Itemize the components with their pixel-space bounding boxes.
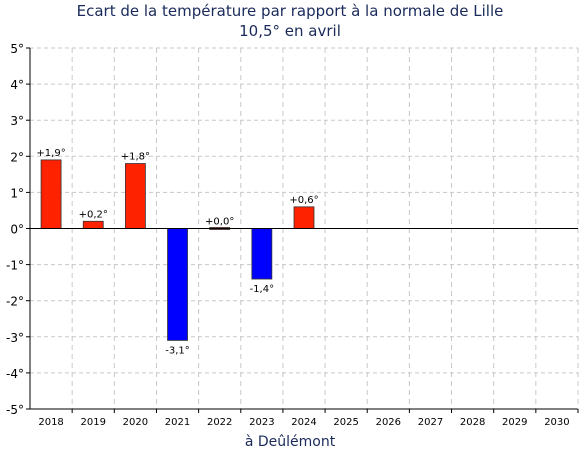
y-tick-label: 3° bbox=[10, 114, 24, 128]
x-tick-label: 2020 bbox=[123, 417, 148, 428]
y-tick-label: 5° bbox=[10, 42, 24, 56]
bar bbox=[167, 228, 188, 341]
data-label: +1,9° bbox=[36, 148, 65, 159]
x-tick-label: 2023 bbox=[249, 417, 274, 428]
data-label: +0,6° bbox=[289, 195, 318, 206]
y-tick-label: -1° bbox=[6, 259, 24, 273]
chart-subtitle: 10,5° en avril bbox=[239, 22, 341, 40]
y-tick-label: 1° bbox=[10, 186, 24, 200]
bar bbox=[40, 159, 62, 229]
y-tick-label: -3° bbox=[6, 331, 24, 345]
y-tick-label: -2° bbox=[6, 295, 24, 309]
data-label: -1,4° bbox=[250, 284, 275, 295]
data-label: -3,1° bbox=[165, 345, 190, 356]
data-label: +1,8° bbox=[121, 152, 150, 163]
x-tick-label: 2018 bbox=[38, 417, 63, 428]
bar bbox=[251, 228, 273, 280]
y-tick-label: 2° bbox=[10, 150, 24, 164]
x-tick-label: 2021 bbox=[165, 417, 190, 428]
bar bbox=[293, 206, 315, 229]
chart-title: Ecart de la température par rapport à la… bbox=[76, 2, 504, 20]
x-axis-label: à Deûlémont bbox=[244, 434, 336, 450]
y-tick-label: -5° bbox=[6, 403, 24, 417]
x-tick-label: 2028 bbox=[460, 417, 485, 428]
data-label: +0,0° bbox=[205, 217, 234, 228]
y-tick-label: 4° bbox=[10, 78, 24, 92]
x-tick-label: 2029 bbox=[502, 417, 527, 428]
x-tick-label: 2019 bbox=[81, 417, 106, 428]
x-tick-label: 2024 bbox=[291, 417, 316, 428]
x-tick-label: 2027 bbox=[418, 417, 443, 428]
bar bbox=[82, 220, 104, 229]
data-label: +0,2° bbox=[79, 209, 108, 220]
x-tick-label: 2026 bbox=[376, 417, 401, 428]
x-tick-label: 2025 bbox=[333, 417, 358, 428]
y-tick-label: 0° bbox=[10, 223, 24, 237]
x-tick-label: 2030 bbox=[544, 417, 569, 428]
y-tick-label: -4° bbox=[6, 367, 24, 381]
bar bbox=[124, 163, 146, 229]
x-tick-label: 2022 bbox=[207, 417, 232, 428]
